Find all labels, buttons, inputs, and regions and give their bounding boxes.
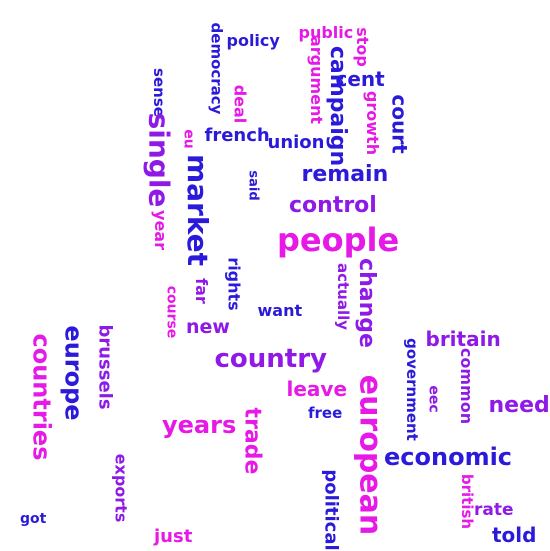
word-common: common: [457, 347, 477, 425]
word-exports: exports: [110, 453, 130, 523]
word-political: political: [320, 469, 342, 551]
word-french: french: [204, 125, 270, 146]
word-countries: countries: [26, 333, 55, 461]
word-eec: eec: [425, 385, 442, 413]
word-actually: actually: [333, 262, 352, 330]
word-far: far: [191, 278, 211, 304]
word-government: government: [402, 337, 421, 441]
word-rate: rate: [474, 499, 514, 520]
word-want: want: [257, 301, 303, 320]
word-policy: policy: [226, 31, 280, 50]
word-brussels: brussels: [94, 324, 116, 410]
word-years: years: [162, 411, 237, 439]
word-cent: cent: [335, 67, 385, 91]
word-need: need: [488, 393, 550, 418]
word-eu: eu: [180, 129, 197, 149]
word-stop: stop: [352, 27, 372, 67]
word-union: union: [267, 132, 325, 153]
word-single: single: [141, 112, 175, 208]
word-got: got: [20, 511, 47, 527]
word-told: told: [492, 523, 537, 547]
word-course: course: [162, 285, 179, 339]
word-democracy: democracy: [207, 22, 226, 114]
word-rights: rights: [224, 257, 244, 311]
word-new: new: [186, 315, 230, 338]
word-trade: trade: [238, 407, 264, 475]
word-europe: europe: [59, 325, 88, 421]
word-people: people: [277, 221, 400, 259]
word-country: country: [214, 344, 328, 374]
word-public: public: [298, 23, 354, 42]
word-sense: sense: [149, 67, 168, 117]
word-british: british: [457, 473, 476, 529]
word-court: court: [387, 94, 412, 154]
word-remain: remain: [301, 162, 389, 187]
word-market: market: [181, 153, 215, 267]
word-said: said: [245, 169, 261, 201]
word-just: just: [154, 526, 193, 547]
word-economic: economic: [384, 443, 513, 471]
word-control: control: [289, 193, 377, 218]
word-european: european: [351, 374, 387, 536]
word-deal: deal: [229, 84, 249, 124]
word-britain: britain: [425, 327, 501, 351]
word-free: free: [308, 403, 343, 422]
word-growth: growth: [363, 90, 383, 156]
word-leave: leave: [286, 377, 348, 401]
word-campaign: campaign: [325, 45, 351, 167]
word-change: change: [353, 258, 379, 348]
word-year: year: [150, 210, 170, 250]
word-argument: argument: [307, 35, 327, 125]
